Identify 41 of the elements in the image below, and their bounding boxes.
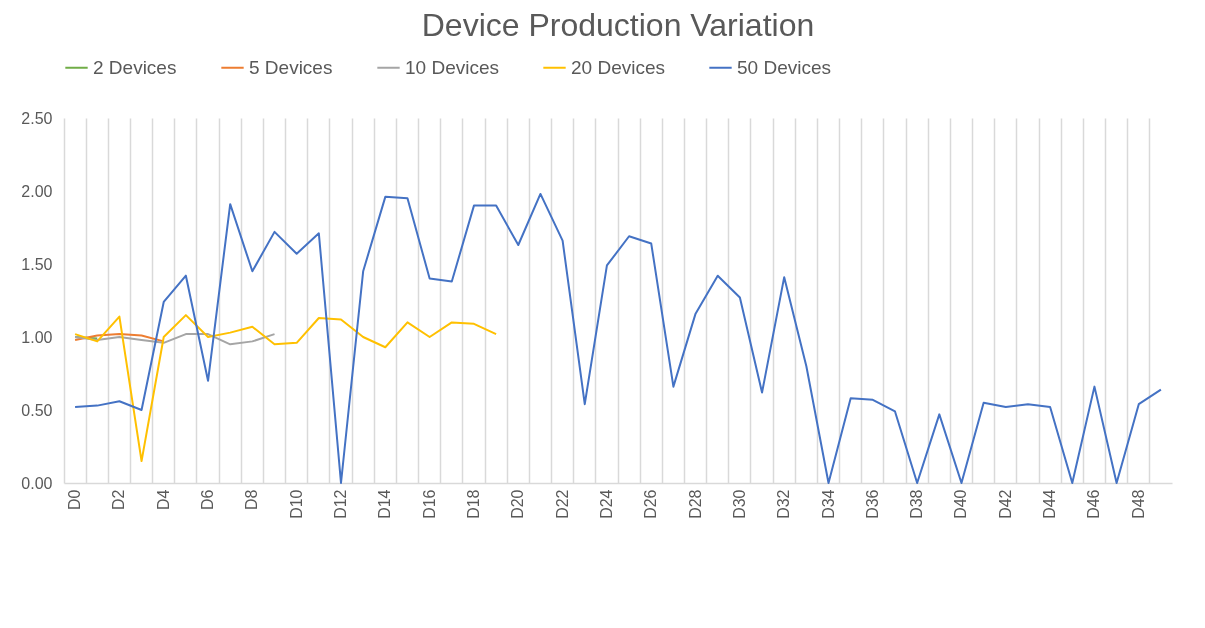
x-tick-label: D6 xyxy=(199,489,217,510)
legend-label: 50 Devices xyxy=(737,56,831,78)
line-series xyxy=(74,333,165,343)
y-tick-label: 1.00 xyxy=(21,328,53,346)
x-tick-label: D38 xyxy=(908,489,926,519)
x-tick-label: D0 xyxy=(66,489,84,510)
y-tick-label: 0.00 xyxy=(21,474,53,492)
x-tick-label: D44 xyxy=(1041,489,1059,519)
x-tick-label: D48 xyxy=(1129,489,1147,519)
x-tick-label: D4 xyxy=(154,489,172,510)
x-tick-label: D18 xyxy=(464,489,482,519)
y-tick-label: 1.50 xyxy=(21,255,53,273)
x-tick-label: D30 xyxy=(730,489,748,519)
line-series xyxy=(74,314,498,463)
line-series xyxy=(74,333,276,346)
chart-title: Device Production Variation xyxy=(421,7,815,43)
x-tick-label: D26 xyxy=(642,489,660,519)
x-tick-label: D24 xyxy=(597,489,615,519)
y-tick-label: 2.50 xyxy=(21,109,53,127)
x-tick-label: D22 xyxy=(553,489,571,519)
x-tick-label: D36 xyxy=(863,489,881,519)
legend-label: 10 Devices xyxy=(405,56,499,78)
x-tick-label: D40 xyxy=(952,489,970,519)
x-tick-label: D14 xyxy=(376,489,394,519)
x-tick-label: D42 xyxy=(996,489,1014,519)
legend-label: 5 Devices xyxy=(249,56,333,78)
x-tick-label: D8 xyxy=(243,489,261,510)
legend-label: 2 Devices xyxy=(93,56,177,78)
x-tick-label: D16 xyxy=(420,489,438,519)
y-tick-label: 2.00 xyxy=(21,182,53,200)
legend-label: 20 Devices xyxy=(571,56,665,78)
x-tick-label: D32 xyxy=(775,489,793,519)
x-tick-label: D28 xyxy=(686,489,704,519)
x-tick-label: D46 xyxy=(1085,489,1103,519)
x-tick-label: D12 xyxy=(332,489,349,519)
x-tick-label: D20 xyxy=(509,489,527,519)
x-tick-label: D2 xyxy=(110,489,128,510)
line-series xyxy=(74,192,1162,484)
x-tick-label: D34 xyxy=(819,489,837,519)
x-tick-label: D10 xyxy=(287,489,305,519)
y-tick-label: 0.50 xyxy=(21,401,53,419)
